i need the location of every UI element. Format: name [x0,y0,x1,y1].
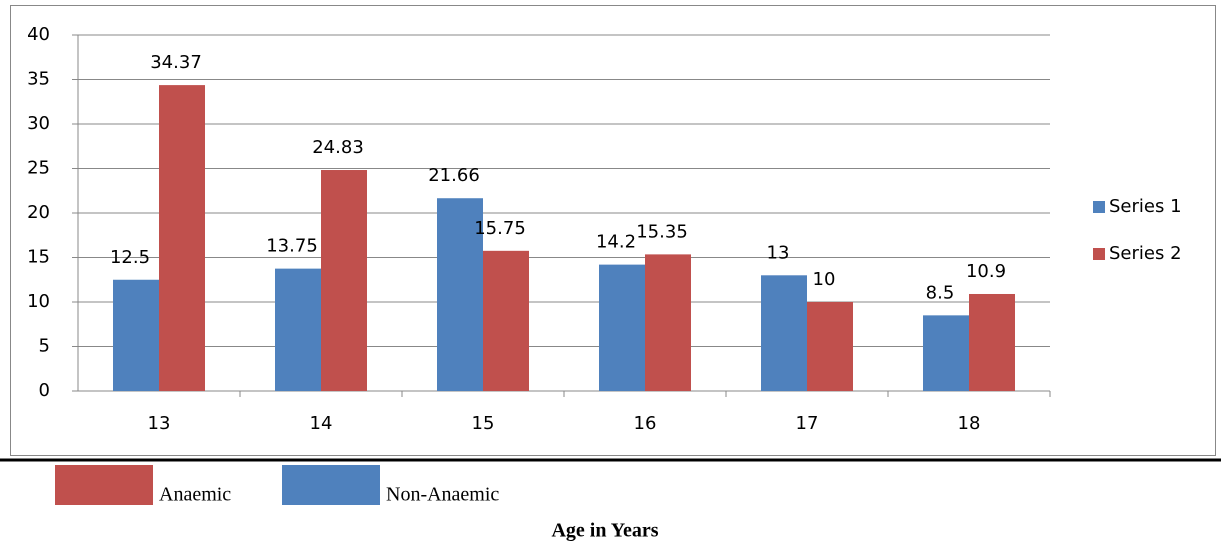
data-label: 34.37 [150,52,202,73]
y-tick-label: 0 [39,380,50,401]
x-tick-label: 14 [310,413,333,434]
x-tick-label: 13 [148,413,171,434]
data-label: 10 [813,269,836,290]
x-tick-label: 17 [796,413,819,434]
x-tick-label: 18 [958,413,981,434]
y-tick-label: 10 [27,291,50,312]
data-label: 8.5 [926,282,955,303]
bar [761,275,807,391]
legend-label: Series 2 [1109,243,1182,264]
x-tick-label: 15 [472,413,495,434]
x-tick-label: 16 [634,413,657,434]
bar [275,268,321,391]
bar [113,279,159,391]
data-label: 10.9 [966,261,1006,282]
chart-border [10,5,1216,456]
x-axis-title: Age in Years [551,520,658,542]
bar [923,315,969,391]
bar [807,302,853,391]
data-label: 15.75 [474,218,526,239]
footer-legend-swatch [282,465,380,505]
data-label: 13 [767,242,790,263]
data-label: 24.83 [312,137,364,158]
bar [437,198,483,391]
data-label: 14.2 [596,232,636,253]
legend-label: Series 1 [1109,196,1182,217]
legend-swatch [1093,201,1105,213]
y-tick-label: 25 [27,158,50,179]
y-tick-label: 5 [39,336,50,357]
data-label: 12.5 [110,247,150,268]
footer-legend-swatch [55,465,153,505]
legend-swatch [1093,248,1105,260]
bar [599,264,645,391]
y-tick-label: 20 [27,202,50,223]
y-tick-label: 40 [27,24,50,45]
footer-legend-label: Non-Anaemic [386,484,499,506]
bar [483,250,529,391]
y-tick-label: 35 [27,69,50,90]
bar [159,85,205,392]
data-label: 15.35 [636,221,688,242]
data-label: 21.66 [428,165,480,186]
footer-legend-label: Anaemic [159,484,231,506]
bar [321,170,367,391]
y-tick-label: 30 [27,113,50,134]
bar [645,254,691,391]
y-tick-label: 15 [27,247,50,268]
data-label: 13.75 [266,236,318,257]
bar [969,293,1015,391]
